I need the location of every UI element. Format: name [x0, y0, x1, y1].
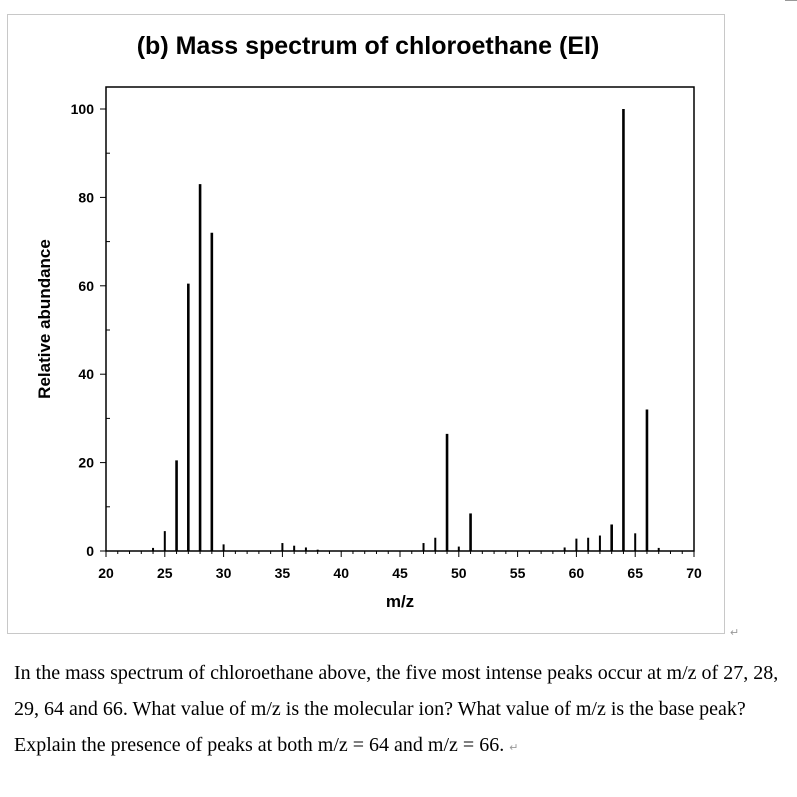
y-tick-label: 20: [78, 455, 94, 471]
plot-border: [105, 86, 695, 552]
x-tick-label: 65: [627, 565, 643, 581]
chart-title: (b) Mass spectrum of chloroethane (EI): [137, 32, 600, 60]
question-paragraph: In the mass spectrum of chloroethane abo…: [14, 655, 789, 766]
mass-spectrum-chart: (b) Mass spectrum of chloroethane (EI) 0…: [35, 32, 702, 611]
x-tick-label: 60: [569, 565, 585, 581]
corner-mark: [785, 0, 797, 1]
y-tick-label: 40: [78, 366, 94, 382]
x-tick-label: 25: [157, 565, 173, 581]
y-tick-label: 100: [71, 101, 95, 117]
return-mark: ↵: [730, 627, 740, 639]
chart-frame: [7, 14, 725, 634]
x-tick-label: 55: [510, 565, 526, 581]
x-tick-label: 40: [333, 565, 349, 581]
x-axis-label: m/z: [386, 592, 414, 611]
x-tick-label: 50: [451, 565, 467, 581]
y-tick-label: 60: [78, 278, 94, 294]
question-text: In the mass spectrum of chloroethane abo…: [14, 662, 779, 756]
y-axis-label: Relative abundance: [35, 239, 54, 399]
y-tick-label: 80: [78, 189, 94, 205]
x-tick-label: 35: [275, 565, 291, 581]
paragraph-return-mark: ↵: [509, 742, 519, 754]
x-tick-label: 30: [216, 565, 232, 581]
y-tick-label: 0: [86, 543, 94, 559]
x-tick-label: 70: [686, 565, 702, 581]
x-tick-label: 20: [98, 565, 114, 581]
x-tick-label: 45: [392, 565, 408, 581]
